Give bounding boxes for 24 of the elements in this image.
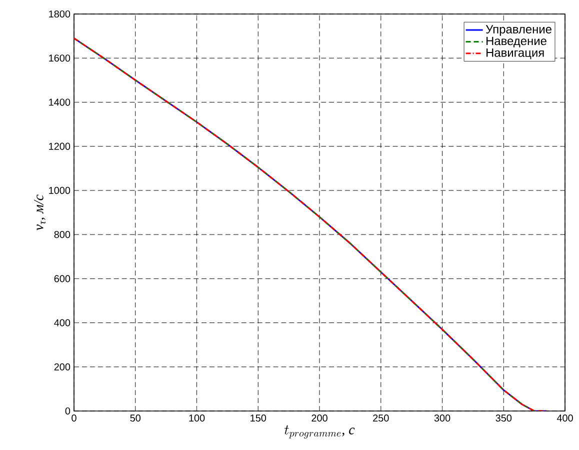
y-tick-label: 200: [54, 363, 70, 370]
y-tick-label: 1400: [49, 98, 70, 106]
legend-label: Управление: [486, 25, 552, 36]
y-tick-label: 1600: [49, 54, 70, 62]
x-tick-label: 400: [556, 414, 573, 422]
x-axis-title: $t_{programme}\text{, с}$: [284, 425, 355, 438]
legend-label: Наведение: [486, 36, 546, 48]
y-tick-label: 400: [54, 319, 70, 326]
y-tick-label: 1800: [49, 10, 70, 18]
y-axis-title: v$_{τ}$, м/с: [34, 194, 46, 230]
y-tick-label: 0: [65, 407, 70, 415]
y-tick-label: 600: [54, 275, 70, 282]
x-tick-label: 0: [72, 414, 76, 422]
x-tick-label: 100: [189, 414, 205, 422]
y-tick-label: 1000: [49, 186, 70, 194]
x-tick-label: 350: [496, 414, 512, 422]
x-tick-label: 250: [373, 414, 389, 422]
y-tick-label: 800: [54, 231, 70, 238]
x-tick-label: 200: [312, 414, 328, 422]
x-tick-label: 50: [130, 414, 141, 422]
legend-label: Навигация: [486, 48, 544, 60]
x-tick-label: 300: [434, 414, 450, 422]
y-tick-label: 1200: [49, 142, 70, 150]
x-tick-label: 150: [250, 414, 266, 422]
